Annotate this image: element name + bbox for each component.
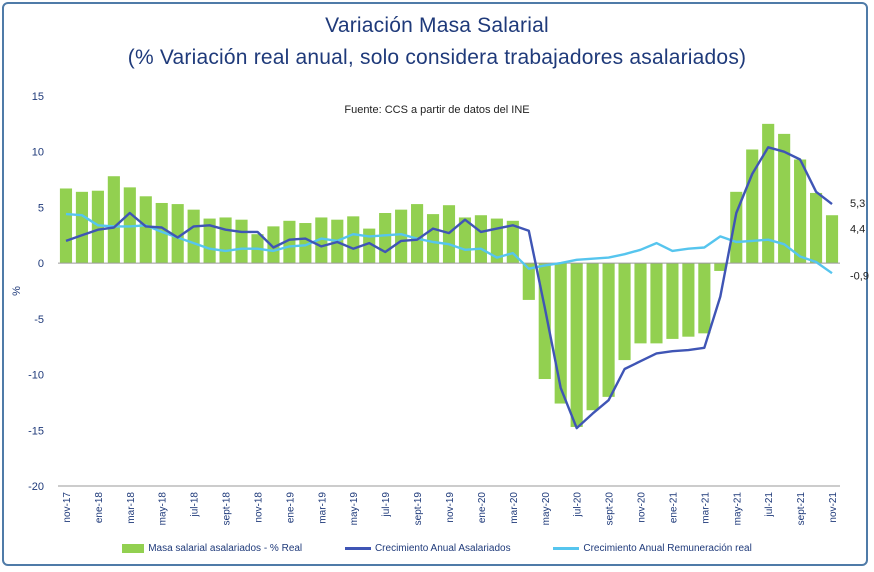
- bar: [714, 263, 727, 271]
- y-tick-label: -15: [28, 425, 44, 437]
- end-value-label: 5,3: [850, 198, 865, 210]
- bar: [682, 263, 695, 337]
- y-tick-label: 5: [38, 202, 44, 214]
- y-tick-label: -5: [34, 314, 44, 326]
- bar: [315, 217, 328, 264]
- bar: [666, 263, 679, 339]
- legend-label: Crecimiento Anual Remuneración real: [583, 543, 752, 554]
- chart-subtitle: (% Variación real anual, solo considera …: [127, 46, 747, 69]
- bar: [299, 223, 312, 264]
- bar: [347, 216, 360, 264]
- x-tick-label: nov-20: [637, 492, 648, 523]
- x-tick-label: jul-21: [764, 492, 775, 518]
- end-value-label: -0,9: [850, 270, 869, 282]
- bar: [650, 263, 663, 344]
- x-tick-label: mar-20: [509, 492, 520, 524]
- bar: [698, 263, 711, 334]
- x-tick-label: mar-19: [317, 492, 328, 524]
- bar: [219, 217, 232, 264]
- x-tick-label: ene-18: [94, 492, 105, 524]
- bar: [794, 159, 807, 264]
- legend-swatch-bar: [122, 543, 145, 553]
- chart-legend: Masa salarial asalariados - % Real Creci…: [0, 543, 874, 554]
- end-value-label: 4,4: [850, 224, 865, 236]
- y-tick-label: 0: [38, 258, 44, 270]
- bar: [618, 263, 631, 361]
- legend-swatch-line: [553, 546, 580, 550]
- bar: [59, 188, 73, 264]
- bar: [538, 263, 551, 380]
- bar: [474, 215, 487, 264]
- x-tick-label: may-21: [732, 492, 743, 526]
- y-axis-label: %: [11, 286, 23, 296]
- x-tick-label: nov-17: [62, 492, 73, 523]
- bar: [187, 209, 200, 264]
- y-tick-label: 10: [32, 147, 44, 159]
- bar: [809, 192, 823, 264]
- x-tick-label: may-18: [158, 492, 169, 526]
- bar: [426, 214, 440, 264]
- chart-source-note: Fuente: CCS a partir de datos del INE: [344, 104, 530, 116]
- x-tick-label: jul-20: [573, 492, 584, 518]
- x-tick-label: sept-20: [605, 492, 616, 526]
- bar: [395, 209, 408, 264]
- chart-title: Variación Masa Salarial: [325, 14, 549, 37]
- bar: [171, 204, 184, 264]
- bar: [139, 196, 152, 264]
- bar: [267, 226, 280, 264]
- legend-label: Crecimiento Anual Asalariados: [374, 543, 511, 554]
- legend-item-remuneracion: Crecimiento Anual Remuneración real: [553, 543, 752, 554]
- bar: [570, 263, 583, 427]
- bar: [283, 220, 296, 264]
- bar: [411, 204, 424, 264]
- bar: [235, 219, 248, 264]
- bar: [746, 149, 759, 264]
- legend-item-asalariados: Crecimiento Anual Asalariados: [344, 543, 511, 554]
- bar: [203, 218, 216, 264]
- y-tick-label: -10: [28, 370, 44, 382]
- line-series-remuneracion: [65, 212, 833, 275]
- x-tick-label: ene-21: [668, 492, 679, 524]
- x-tick-label: nov-21: [828, 492, 839, 523]
- legend-item-masa-salarial: Masa salarial asalariados - % Real: [122, 543, 302, 554]
- x-tick-label: ene-19: [285, 492, 296, 524]
- x-tick-label: sept-21: [796, 492, 807, 526]
- bar: [75, 191, 89, 264]
- legend-label: Masa salarial asalariados - % Real: [148, 543, 303, 554]
- x-tick-label: mar-18: [126, 492, 137, 524]
- x-tick-label: jul-18: [190, 492, 201, 518]
- bar: [825, 215, 839, 264]
- x-tick-label: sept-18: [222, 492, 233, 526]
- x-tick-label: ene-20: [477, 492, 488, 524]
- bar: [586, 263, 599, 411]
- y-tick-label: 15: [32, 91, 44, 103]
- bar: [634, 263, 647, 344]
- bar: [91, 190, 104, 264]
- bar: [602, 263, 615, 397]
- y-tick-label: -20: [28, 481, 44, 493]
- bar: [458, 217, 472, 264]
- bar: [522, 263, 535, 300]
- x-tick-label: may-19: [349, 492, 360, 526]
- legend-swatch-line: [344, 546, 371, 550]
- bar: [762, 123, 775, 264]
- x-tick-label: nov-18: [253, 492, 264, 523]
- bar: [379, 213, 392, 264]
- x-tick-label: nov-19: [445, 492, 456, 523]
- bar: [506, 220, 519, 264]
- x-tick-label: mar-21: [700, 492, 711, 524]
- line-series-asalariados: [65, 146, 833, 430]
- bar: [107, 176, 120, 264]
- x-tick-label: may-20: [541, 492, 552, 526]
- x-tick-label: sept-19: [413, 492, 424, 526]
- x-tick-label: jul-19: [381, 492, 392, 518]
- bar: [730, 191, 743, 264]
- bar: [778, 133, 791, 264]
